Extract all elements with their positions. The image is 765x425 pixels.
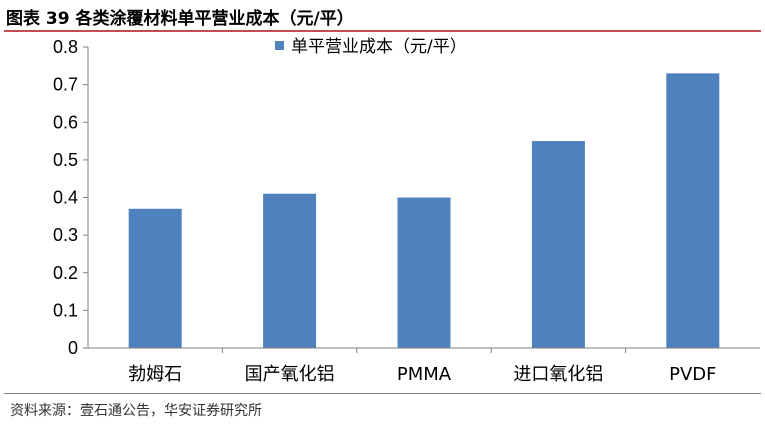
legend: 单平营业成本（元/平） (275, 37, 467, 57)
legend-swatch (275, 41, 284, 50)
bar-series (128, 73, 720, 349)
y-axis-ticks: 0 0.1 0.2 0.3 0.4 0.5 0.6 0.7 0.8 (53, 37, 88, 358)
x-category-label: 国产氧化铝 (245, 364, 335, 385)
x-category-label: 进口氧化铝 (513, 364, 603, 385)
y-tick-label: 0.7 (53, 75, 78, 95)
y-tick-label: 0 (68, 338, 78, 358)
bar (666, 73, 720, 349)
y-tick-label: 0.8 (53, 37, 78, 57)
y-tick-label: 0.2 (53, 263, 78, 283)
title-rule (4, 30, 761, 32)
y-tick-label: 0.6 (53, 112, 78, 132)
bar (128, 208, 182, 348)
x-category-label: PMMA (397, 364, 452, 385)
y-tick-label: 0.5 (53, 150, 78, 170)
y-tick-label: 0.4 (53, 188, 78, 208)
bar (531, 141, 585, 348)
x-category-label: PVDF (669, 364, 716, 385)
source-note: 资料来源：壹石通公告，华安证券研究所 (10, 403, 262, 419)
legend-label: 单平营业成本（元/平） (291, 37, 467, 57)
bar (263, 193, 317, 348)
x-axis-categories: 勃姆石 国产氧化铝 PMMA 进口氧化铝 PVDF (128, 348, 716, 385)
bar (397, 197, 451, 348)
figure-title: 图表 39 各类涂覆材料单平营业成本（元/平） (6, 9, 354, 29)
y-tick-label: 0.3 (53, 225, 78, 245)
footer-rule (4, 393, 761, 394)
x-category-label: 勃姆石 (128, 364, 182, 385)
y-tick-label: 0.1 (53, 300, 78, 320)
